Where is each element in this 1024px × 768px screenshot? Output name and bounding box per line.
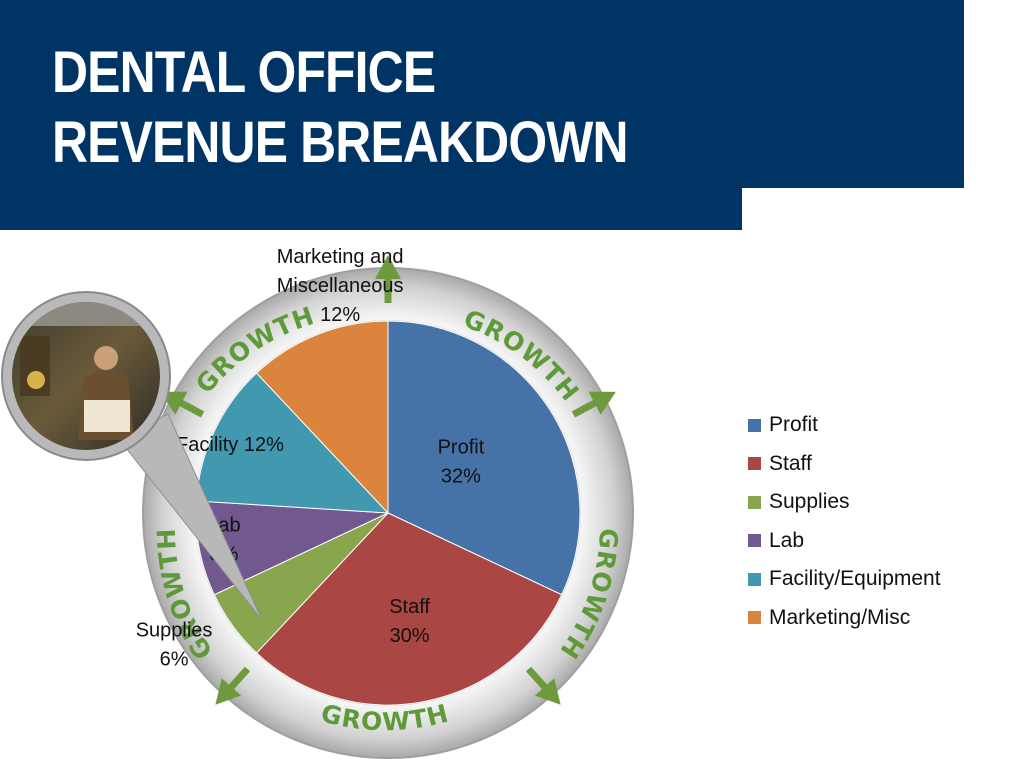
arrow-icon xyxy=(571,391,616,418)
chart-legend: Profit Staff Supplies Lab Facility/Equip… xyxy=(748,406,941,637)
legend-item-lab: Lab xyxy=(748,522,941,561)
arrow-icon xyxy=(375,255,401,303)
legend-swatch xyxy=(748,495,761,509)
legend-swatch xyxy=(748,534,761,548)
pie-slice-staff xyxy=(255,512,563,706)
data-label-facility-equipment: Facility 12% xyxy=(176,434,284,456)
legend-label: Staff xyxy=(769,451,812,475)
legend-swatch xyxy=(748,457,761,471)
arrow-icon xyxy=(215,666,251,705)
page-title: DENTAL OFFICE REVENUE BREAKDOWN xyxy=(52,38,629,178)
legend-item-staff: Staff xyxy=(748,445,941,484)
legend-item-profit: Profit xyxy=(748,406,941,445)
pie-slices xyxy=(195,320,581,706)
data-label-staff: Staff 30% xyxy=(389,596,430,647)
legend-label: Marketing/Misc xyxy=(769,605,911,629)
legend-item-facility-equipment: Facility/Equipment xyxy=(748,560,941,599)
legend-label: Lab xyxy=(769,528,805,552)
title-line-2: REVENUE BREAKDOWN xyxy=(52,110,629,175)
legend-swatch xyxy=(748,418,761,432)
title-banner xyxy=(0,0,964,188)
data-label-supplies: Supplies 6% xyxy=(136,620,213,671)
data-label-profit: Profit 32% xyxy=(438,437,485,488)
legend-item-marketing-misc: Marketing/Misc xyxy=(748,599,941,638)
legend-label: Profit xyxy=(769,413,819,437)
legend-item-supplies: Supplies xyxy=(748,483,941,522)
legend-label: Supplies xyxy=(769,490,850,514)
title-banner-extension xyxy=(0,188,742,230)
legend-label: Facility/Equipment xyxy=(769,567,941,591)
photo-callout xyxy=(1,291,263,621)
pie-slice-marketing-misc xyxy=(255,320,389,515)
arrow-icon xyxy=(525,666,561,705)
person-photo-icon xyxy=(12,302,160,450)
pie-slice-profit xyxy=(387,320,581,596)
data-label-marketing-misc: Marketing and Miscellaneous 12% xyxy=(277,246,404,326)
title-line-1: DENTAL OFFICE xyxy=(52,40,436,105)
legend-swatch xyxy=(748,611,761,625)
legend-swatch xyxy=(748,572,761,586)
